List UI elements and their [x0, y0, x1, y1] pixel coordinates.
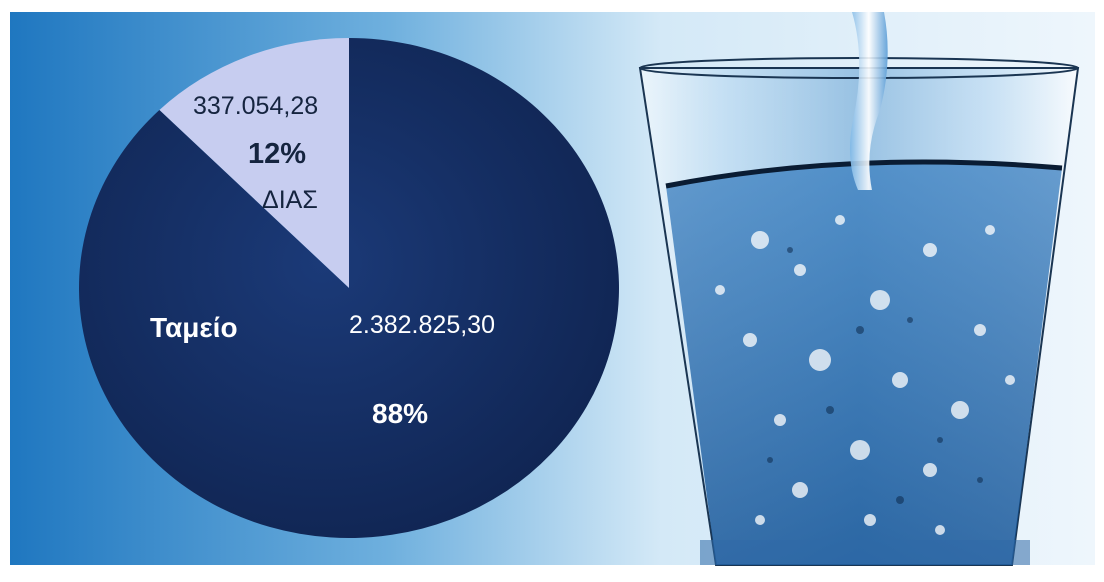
tameio-value-label: 2.382.825,30	[349, 311, 495, 339]
pie-slice-tameio	[79, 38, 620, 538]
dias-value-label: 337.054,28	[193, 92, 319, 120]
tameio-percent-label: 88%	[372, 398, 429, 429]
pie-slice-dias	[159, 38, 349, 288]
tameio-name-label: Ταμείο	[150, 312, 238, 343]
water-glass-image	[638, 12, 1080, 566]
pie-chart	[79, 38, 620, 538]
dias-name-label: ΔΙΑΣ	[262, 186, 318, 214]
dias-percent-label: 12%	[248, 138, 307, 170]
